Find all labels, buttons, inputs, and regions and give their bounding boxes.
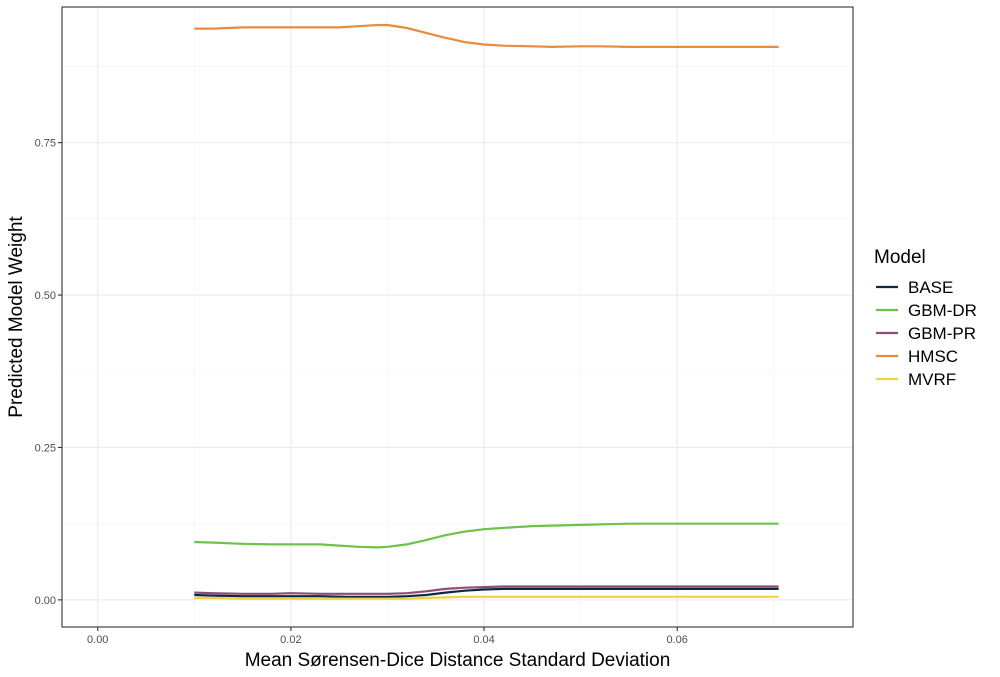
legend-title: Model <box>874 247 926 268</box>
x-tick-label: 0.00 <box>87 634 108 646</box>
y-tick-label: 0.50 <box>35 290 56 302</box>
y-axis: 0.00 0.25 0.50 0.75 <box>35 138 62 607</box>
x-tick-label: 0.04 <box>473 634 494 646</box>
grid-major <box>62 7 853 627</box>
legend-label-gbm-pr: GBM-PR <box>908 324 976 343</box>
y-tick-label: 0.25 <box>35 442 56 454</box>
legend-label-base: BASE <box>908 278 953 297</box>
y-axis-title: Predicted Model Weight <box>6 216 27 418</box>
series-lines <box>194 23 779 600</box>
legend: Model BASE GBM-DR GBM-PR HMSC MVRF <box>874 247 977 389</box>
series-line-mvrf <box>194 595 779 600</box>
x-tick-label: 0.02 <box>280 634 301 646</box>
legend-label-mvrf: MVRF <box>908 370 956 389</box>
series-line-gbm-pr <box>194 585 779 595</box>
y-tick-label: 0.75 <box>35 138 56 150</box>
legend-label-hmsc: HMSC <box>908 347 958 366</box>
x-axis: 0.00 0.02 0.04 0.06 <box>87 627 688 646</box>
series-line-gbm-dr <box>194 522 779 549</box>
legend-label-gbm-dr: GBM-DR <box>908 301 977 320</box>
y-tick-label: 0.00 <box>35 595 56 607</box>
plot-panel-border <box>61 6 854 628</box>
grid-minor <box>62 7 853 627</box>
legend-items: BASE GBM-DR GBM-PR HMSC MVRF <box>876 278 977 389</box>
x-axis-title: Mean Sørensen-Dice Distance Standard Dev… <box>245 650 671 671</box>
x-tick-label: 0.06 <box>667 634 688 646</box>
series-line-hmsc <box>194 23 779 49</box>
series-line-base <box>194 587 779 598</box>
